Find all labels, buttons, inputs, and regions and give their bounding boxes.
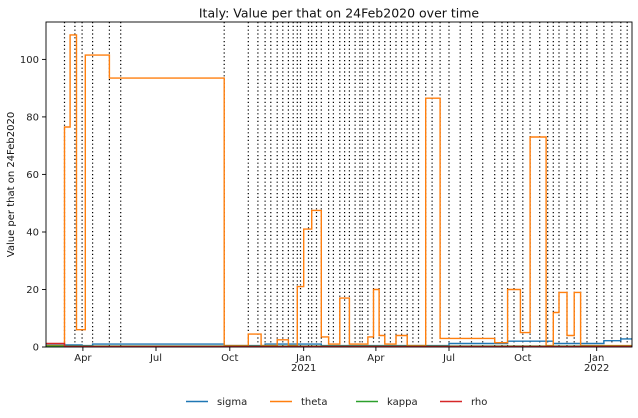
legend-label: rho bbox=[471, 397, 487, 408]
y-tick-label: 60 bbox=[26, 170, 39, 181]
y-axis-label: Value per that on 24Feb2020 bbox=[6, 112, 17, 257]
legend-item-rho: rho bbox=[440, 397, 487, 408]
legend: sigma theta kappa rho bbox=[186, 397, 487, 408]
y-tick-label: 80 bbox=[26, 112, 39, 123]
legend-label: sigma bbox=[217, 397, 247, 408]
x-tick-label: Jan bbox=[295, 353, 311, 364]
x-tick-label: Jan bbox=[588, 353, 604, 364]
y-tick-label: 40 bbox=[26, 228, 39, 239]
x-tick-label: Oct bbox=[221, 353, 238, 364]
legend-label: theta bbox=[301, 397, 327, 408]
series-line-rho bbox=[46, 342, 632, 348]
legend-item-kappa: kappa bbox=[356, 397, 418, 408]
series-lines bbox=[46, 34, 632, 348]
x-tick-label: Oct bbox=[514, 353, 531, 364]
legend-item-theta: theta bbox=[270, 397, 327, 408]
legend-item-sigma: sigma bbox=[186, 397, 247, 408]
chart-title: Italy: Value per that on 24Feb2020 over … bbox=[199, 6, 480, 21]
x-tick-year-label: 2022 bbox=[584, 363, 609, 374]
y-tick-label: 0 bbox=[33, 343, 39, 354]
plot-frame bbox=[45, 21, 633, 348]
x-tick-label: Jul bbox=[149, 353, 162, 364]
y-axis: 0 20 40 60 80 100 bbox=[20, 55, 46, 354]
x-tick-year-label: 2021 bbox=[291, 363, 316, 374]
y-tick-label: 20 bbox=[26, 285, 39, 296]
x-tick-label: Apr bbox=[74, 353, 92, 364]
y-tick-label: 100 bbox=[20, 55, 39, 66]
legend-label: kappa bbox=[387, 397, 418, 408]
x-tick-label: Jul bbox=[442, 353, 455, 364]
series-line-theta bbox=[46, 34, 632, 347]
x-tick-label: Apr bbox=[367, 353, 385, 364]
